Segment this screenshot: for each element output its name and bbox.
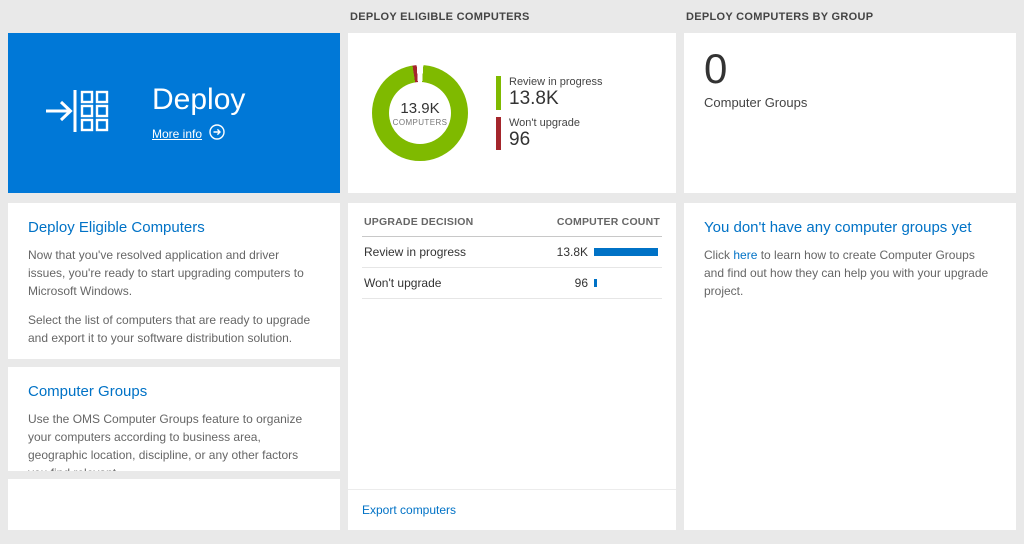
- table-row[interactable]: Won't upgrade 96: [362, 268, 662, 299]
- arrow-circle-icon: [209, 124, 225, 143]
- donut-center-value: 13.9K: [400, 99, 440, 117]
- donut-center: 13.9K COMPUTERS: [372, 65, 468, 161]
- section-deploy-eligible: Deploy Eligible Computers Now that you'v…: [8, 203, 340, 359]
- count-bar: [594, 248, 658, 256]
- legend-item-review-in-progress: Review in progress 13.8K: [496, 75, 603, 110]
- empty-state-heading: You don't have any computer groups yet: [704, 219, 972, 236]
- row-label: Won't upgrade: [364, 276, 442, 290]
- legend-value: 13.8K: [509, 87, 559, 109]
- chart-legend: Review in progress 13.8K Won't upgrade 9…: [496, 69, 603, 158]
- section-paragraph: Select the list of computers that are re…: [28, 313, 311, 345]
- middle-column: DEPLOY ELIGIBLE COMPUTERS 13.9K COMPUTER…: [348, 0, 676, 530]
- left-column: Deploy More info Deploy Eligible Compute…: [8, 0, 340, 530]
- row-bar-track: [594, 248, 660, 256]
- deploy-icon: [42, 82, 114, 145]
- section-empty: [8, 479, 340, 530]
- deploy-tile-text: Deploy More info: [152, 83, 245, 143]
- empty-state-text: Click here to learn how to create Comput…: [704, 246, 994, 300]
- row-count: 96: [574, 276, 588, 290]
- legend-label: Review in progress: [509, 75, 603, 88]
- here-link[interactable]: here: [733, 248, 758, 262]
- table-row[interactable]: Review in progress 13.8K: [362, 237, 662, 268]
- donut-center-label: COMPUTERS: [392, 117, 448, 127]
- upgrade-decision-table-card: UPGRADE DECISION COMPUTER COUNT Review i…: [348, 203, 676, 530]
- row-value: 96: [550, 276, 660, 290]
- computer-groups-count-tile[interactable]: 0 Computer Groups: [684, 33, 1016, 193]
- middle-column-header: DEPLOY ELIGIBLE COMPUTERS: [350, 10, 530, 23]
- section-paragraph: Use the OMS Computer Groups feature to o…: [28, 412, 303, 471]
- donut-chart[interactable]: 13.9K COMPUTERS: [372, 65, 468, 161]
- legend-label: Won't upgrade: [509, 116, 581, 129]
- table-header-row: UPGRADE DECISION COMPUTER COUNT: [362, 203, 662, 237]
- left-column-header-spacer: [8, 0, 340, 33]
- column-header-computer-count: COMPUTER COUNT: [556, 216, 660, 228]
- table-card-footer: Export computers: [348, 489, 676, 530]
- legend-item-wont-upgrade: Won't upgrade 96: [496, 116, 603, 151]
- computer-groups-count: 0: [704, 45, 728, 92]
- legend-value: 96: [509, 128, 531, 150]
- deploy-solution-tile[interactable]: Deploy More info: [8, 33, 340, 193]
- row-label: Review in progress: [364, 245, 467, 259]
- section-heading: Computer Groups: [28, 383, 148, 400]
- eligible-computers-chart-tile[interactable]: 13.9K COMPUTERS Review in progress 13.8K…: [348, 33, 676, 193]
- export-computers-link[interactable]: Export computers: [362, 503, 457, 517]
- row-value: 13.8K: [550, 245, 660, 259]
- column-header-upgrade-decision: UPGRADE DECISION: [364, 216, 474, 228]
- more-info-label: More info: [152, 126, 203, 141]
- empty-state-text-before: Click: [704, 248, 730, 262]
- deploy-tile-title: Deploy: [152, 83, 246, 116]
- more-info-link[interactable]: More info: [152, 124, 225, 143]
- section-computer-groups: Computer Groups Use the OMS Computer Gro…: [8, 367, 340, 471]
- computer-groups-count-label: Computer Groups: [704, 95, 808, 111]
- count-bar: [594, 279, 597, 287]
- section-paragraph: Now that you've resolved application and…: [28, 248, 304, 298]
- row-bar-track: [594, 279, 660, 287]
- left-description-card: Deploy Eligible Computers Now that you'v…: [8, 203, 340, 530]
- section-heading: Deploy Eligible Computers: [28, 219, 205, 236]
- row-count: 13.8K: [556, 245, 588, 259]
- right-column: DEPLOY COMPUTERS BY GROUP 0 Computer Gro…: [684, 0, 1016, 530]
- empty-state-text-after: to learn how to create Computer Groups a…: [704, 248, 989, 298]
- right-column-header: DEPLOY COMPUTERS BY GROUP: [686, 10, 874, 23]
- computer-groups-empty-card: You don't have any computer groups yet C…: [684, 203, 1016, 530]
